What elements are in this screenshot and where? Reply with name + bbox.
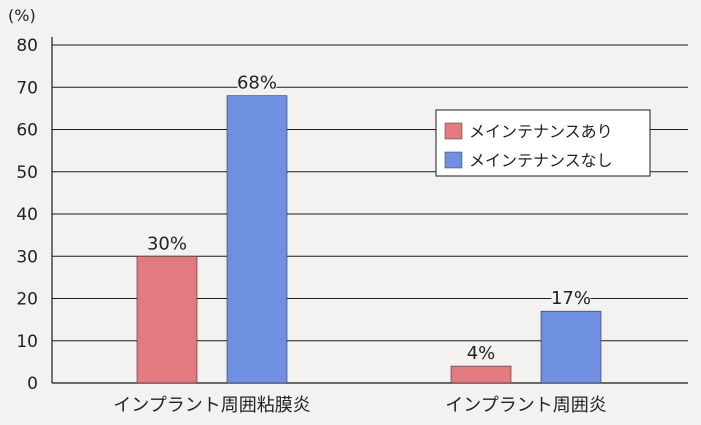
- x-category-label: インプラント周囲粘膜炎: [113, 395, 310, 416]
- y-tick-label: 10: [16, 332, 38, 352]
- data-label-bg: [551, 289, 591, 309]
- bar: [136, 255, 198, 384]
- legend-label: メインテナンスなし: [469, 151, 613, 170]
- y-tick-label: 50: [16, 163, 38, 183]
- bar: [226, 95, 288, 384]
- data-label: 68%: [237, 73, 277, 94]
- bar: [450, 365, 512, 384]
- data-label-bg: [237, 73, 277, 93]
- y-tick-label: 60: [16, 121, 38, 141]
- x-category-label: インプラント周囲炎: [445, 395, 606, 416]
- data-label: 30%: [147, 233, 187, 254]
- legend-swatch: [444, 122, 463, 140]
- y-tick-label: 30: [16, 247, 38, 267]
- legend-box: [435, 109, 651, 177]
- legend-swatch: [444, 151, 463, 169]
- y-tick-label: 20: [16, 290, 38, 310]
- data-label: 17%: [551, 288, 591, 309]
- y-tick-label: 80: [16, 36, 38, 56]
- data-label-bg: [147, 234, 187, 254]
- y-tick-label: 70: [16, 78, 38, 98]
- legend-label: メインテナンスあり: [469, 122, 613, 141]
- bar: [540, 310, 602, 384]
- data-label: 4%: [467, 343, 496, 364]
- y-tick-label: 0: [27, 374, 38, 394]
- y-tick-label: 40: [16, 205, 38, 225]
- y-axis-unit: (%): [8, 6, 36, 25]
- data-label-bg: [467, 344, 495, 364]
